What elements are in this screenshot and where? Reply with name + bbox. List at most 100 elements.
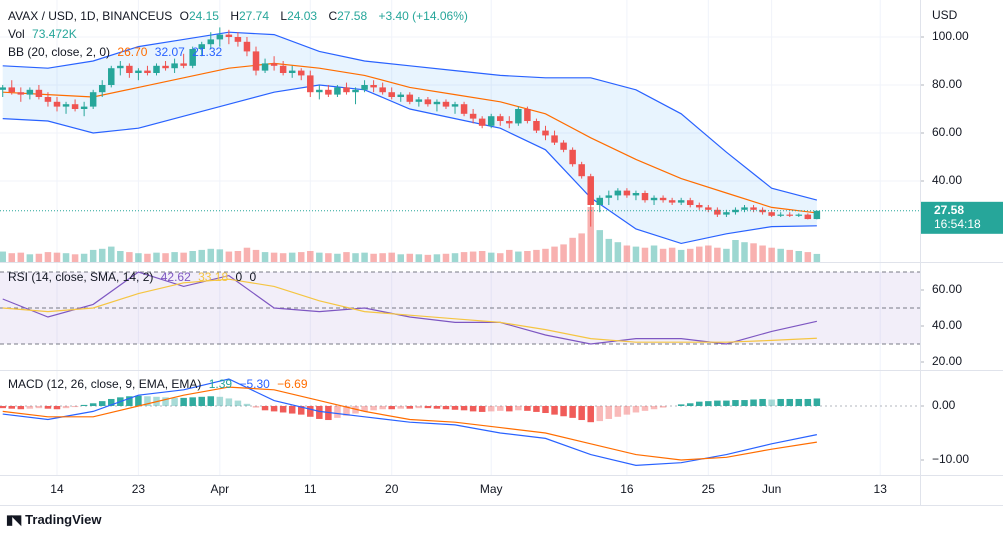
macd-hist-bar bbox=[135, 395, 142, 406]
x-tick-label: Apr bbox=[210, 482, 229, 496]
volume-bar bbox=[759, 245, 766, 262]
rsi-name: RSI (14, close, SMA, 14, 2) bbox=[8, 270, 154, 284]
macd-hist-bar bbox=[714, 400, 721, 406]
macd-hist-bar bbox=[560, 405, 567, 417]
volume-bar bbox=[714, 247, 721, 262]
volume-bar bbox=[225, 251, 233, 262]
macd-hist-bar bbox=[89, 403, 97, 406]
y-tick-label: 40.00 bbox=[932, 173, 962, 187]
macd-hist-bar bbox=[397, 405, 404, 409]
macd-hist-bar bbox=[533, 405, 540, 412]
volume-bar bbox=[144, 253, 151, 262]
candle-body bbox=[243, 41, 251, 52]
volume-bar bbox=[533, 249, 540, 262]
volume-bar bbox=[26, 254, 34, 262]
macd-hist-bar bbox=[696, 401, 703, 406]
macd-hist-bar bbox=[234, 400, 242, 406]
candle-body bbox=[497, 116, 504, 122]
macd-hist-bar bbox=[741, 400, 748, 406]
bb-legend: BB (20, close, 2, 0) 26.70 32.07 21.32 bbox=[8, 45, 226, 59]
candle-body bbox=[17, 92, 25, 95]
open-value: 24.15 bbox=[188, 9, 219, 23]
macd-hist-bar bbox=[542, 405, 549, 414]
y-tick-label: 20.00 bbox=[932, 354, 962, 368]
macd-hist-bar bbox=[316, 405, 323, 419]
volume-bar bbox=[171, 252, 178, 262]
candle-body bbox=[0, 87, 6, 90]
macd-hist-bar bbox=[460, 405, 468, 411]
macd-name: MACD (12, 26, close, 9, EMA, EMA) bbox=[8, 377, 202, 391]
volume-bar bbox=[478, 251, 486, 262]
macd-hist-bar bbox=[17, 405, 25, 410]
volume-bar bbox=[35, 253, 43, 262]
candle-body bbox=[307, 75, 314, 93]
macd-hist-bar bbox=[515, 405, 522, 411]
change: +3.40 (+14.06%) bbox=[378, 9, 468, 23]
macd-hist-bar bbox=[35, 405, 43, 409]
macd-hist-bar bbox=[180, 397, 187, 406]
volume-bar bbox=[750, 243, 757, 262]
macd-hist-bar bbox=[623, 405, 631, 415]
y-tick-label: 100.00 bbox=[932, 29, 969, 43]
rsi-extra: 0 bbox=[235, 270, 243, 284]
macd-hist-bar bbox=[478, 405, 486, 412]
symbol-title: AVAX / USD, 1D, BINANCEUS bbox=[8, 9, 173, 23]
candle-body bbox=[71, 104, 79, 110]
macd-hist-bar bbox=[614, 405, 622, 417]
candle-body bbox=[98, 85, 106, 93]
macd-line bbox=[2, 386, 817, 461]
candle-body bbox=[279, 65, 287, 74]
macd-hist-bar bbox=[487, 405, 495, 412]
volume-bar bbox=[53, 252, 61, 262]
macd-hist-bar bbox=[225, 398, 233, 406]
candle-body bbox=[478, 118, 486, 126]
macd-hist-bar bbox=[243, 403, 251, 406]
candle-body bbox=[117, 65, 124, 69]
ohlc: O24.15 bbox=[180, 9, 223, 23]
volume-bar bbox=[659, 248, 667, 262]
bb-fill bbox=[2, 32, 817, 244]
signal-value: −6.69 bbox=[277, 377, 308, 391]
volume-bar bbox=[325, 253, 332, 262]
candle-body bbox=[288, 70, 296, 74]
bb-name: BB (20, close, 2, 0) bbox=[8, 45, 111, 59]
candle-body bbox=[677, 200, 685, 203]
macd-hist-bar bbox=[71, 405, 79, 408]
volume-bar bbox=[62, 253, 70, 262]
volume-bar bbox=[623, 245, 631, 262]
macd-hist-bar bbox=[198, 396, 205, 406]
macd-hist-value: 1.39 bbox=[208, 377, 233, 391]
candle-body bbox=[261, 63, 269, 71]
macd-hist-bar bbox=[53, 405, 61, 410]
volume-bar bbox=[696, 246, 703, 262]
candle-body bbox=[379, 87, 386, 93]
volume-bar bbox=[352, 253, 359, 262]
low-value: 24.03 bbox=[287, 9, 318, 23]
y-tick-label: 80.00 bbox=[932, 77, 962, 91]
volume-bar bbox=[786, 249, 793, 262]
macd-hist-bar bbox=[442, 405, 450, 410]
macd-hist-bar bbox=[813, 398, 821, 406]
volume-bar bbox=[270, 252, 278, 262]
volume-bar bbox=[297, 252, 305, 262]
candle-body bbox=[361, 85, 368, 90]
volume-bar bbox=[524, 251, 531, 262]
macd-hist-bar bbox=[433, 405, 441, 409]
candle-body bbox=[153, 65, 160, 74]
candle-body bbox=[442, 101, 450, 107]
candle-body bbox=[225, 34, 233, 38]
macd-hist-bar bbox=[578, 405, 585, 421]
volume-bar bbox=[668, 247, 676, 262]
volume-bar bbox=[705, 245, 712, 262]
rsi-extra: 0 bbox=[249, 270, 257, 284]
macd-hist-bar bbox=[705, 401, 712, 406]
countdown-label: 16:54:18 bbox=[934, 217, 981, 231]
macd-hist-bar bbox=[379, 405, 386, 410]
macd-hist-bar bbox=[632, 405, 640, 413]
macd-hist-bar bbox=[370, 405, 377, 411]
candle-body bbox=[189, 49, 196, 66]
volume-bar bbox=[361, 252, 368, 262]
candle-body bbox=[487, 116, 495, 126]
candle-body bbox=[53, 101, 61, 107]
macd-hist-bar bbox=[469, 405, 477, 412]
